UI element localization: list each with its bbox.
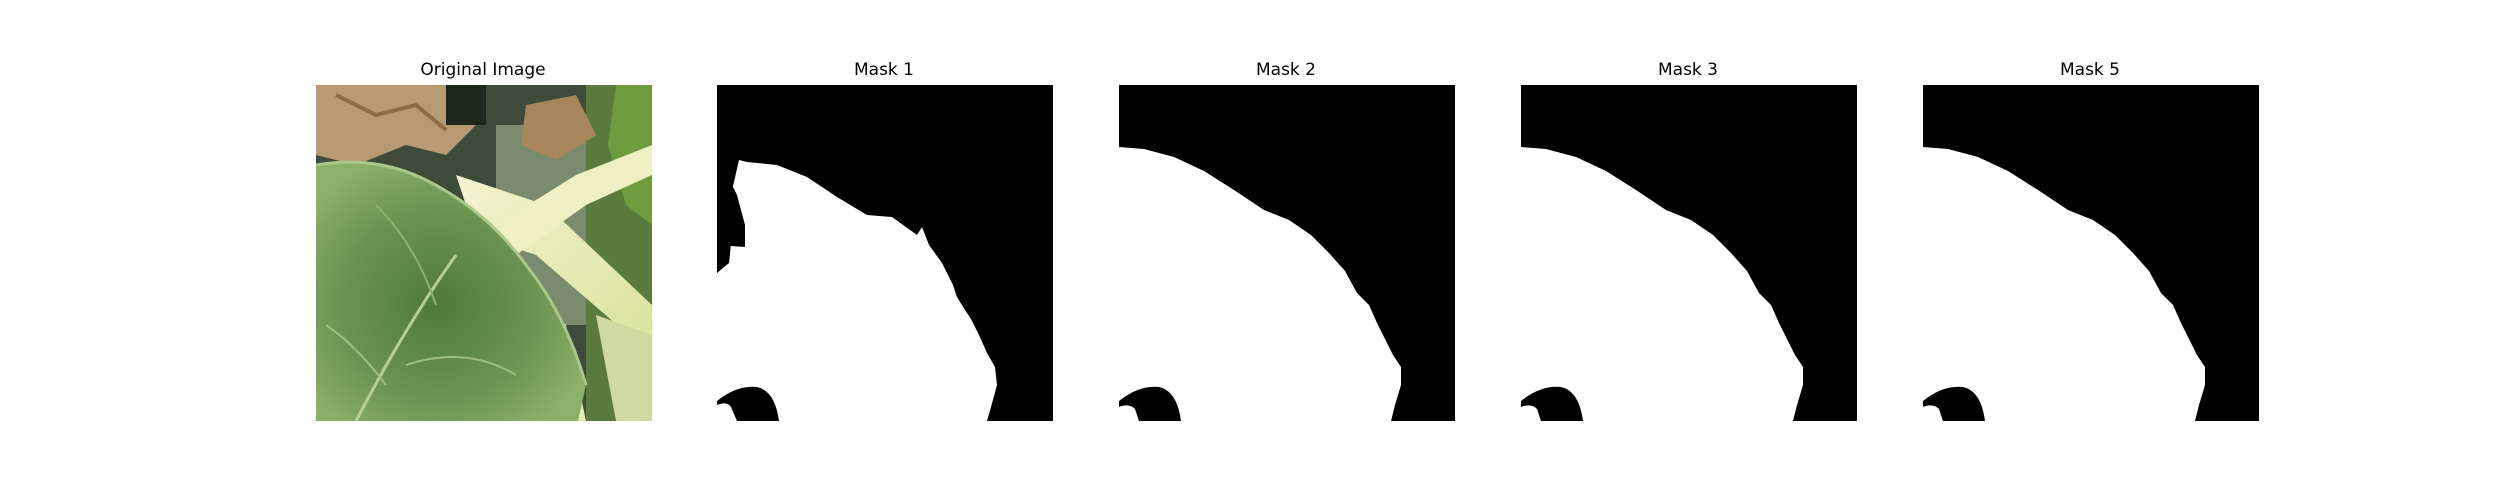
original-image: [316, 85, 652, 421]
mask-2-title: Mask 2: [1255, 60, 1316, 80]
mask-3-image: [1521, 85, 1857, 421]
mask-1-image: [717, 85, 1053, 421]
mask-2-image: [1119, 85, 1455, 421]
mask-1-title: Mask 1: [853, 60, 914, 80]
mask-5-image: [1923, 85, 2259, 421]
mask-5-title: Mask 5: [2059, 60, 2120, 80]
mask-3-title: Mask 3: [1657, 60, 1718, 80]
original-image-title: Original Image: [420, 60, 546, 80]
